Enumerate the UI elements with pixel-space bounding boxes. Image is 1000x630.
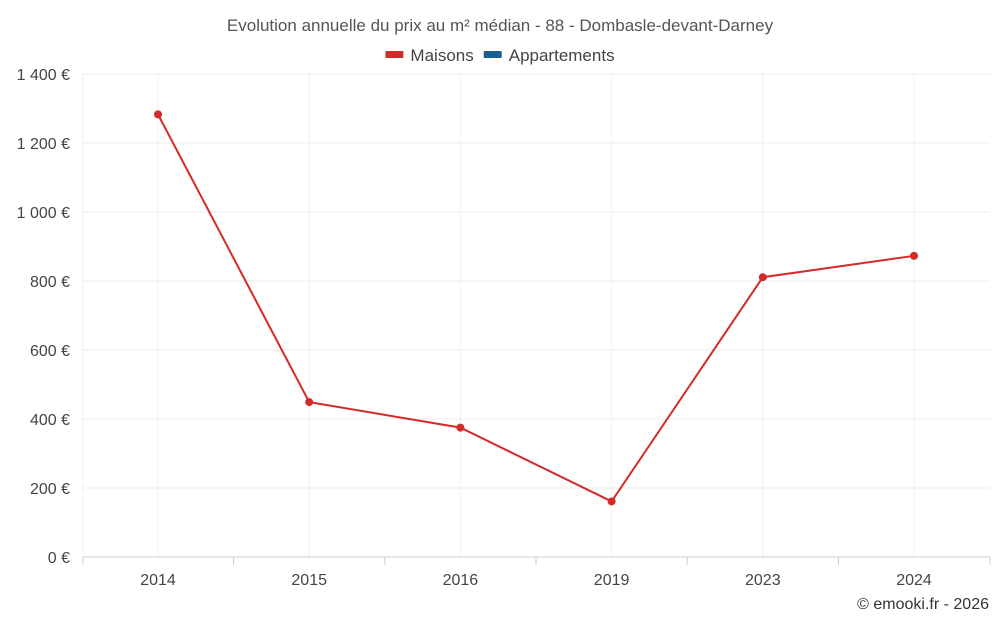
x-axis: 2014 2015 2016 2019 2023 2024 <box>82 556 991 589</box>
vertical-gridlines <box>82 74 915 557</box>
y-tick-label: 1 000 € <box>17 205 70 222</box>
y-tick-label: 200 € <box>30 481 70 498</box>
y-tick-label: 1 400 € <box>17 67 70 84</box>
series-group <box>154 110 918 506</box>
legend-label: Maisons <box>410 46 473 65</box>
legend-item-maisons[interactable]: Maisons <box>385 46 474 65</box>
data-point[interactable] <box>154 110 162 119</box>
legend-label: Appartements <box>509 46 615 65</box>
credit-text: © emooki.fr - 2026 <box>857 596 989 613</box>
data-point[interactable] <box>607 497 616 506</box>
chart-title: Evolution annuelle du prix au m² médian … <box>227 16 774 35</box>
horizontal-gridlines <box>83 73 990 489</box>
x-tick-label: 2016 <box>443 572 479 589</box>
y-tick-label: 1 200 € <box>17 136 70 153</box>
data-point[interactable] <box>758 273 767 282</box>
x-tick-label: 2015 <box>291 572 327 589</box>
legend-item-appartements[interactable]: Appartements <box>483 46 615 65</box>
legend-swatch <box>385 51 404 58</box>
legend[interactable]: Maisons Appartements <box>385 46 615 65</box>
y-tick-label: 400 € <box>30 412 70 429</box>
x-tick-label: 2014 <box>140 572 176 589</box>
data-point[interactable] <box>456 423 465 432</box>
y-tick-label: 0 € <box>48 550 70 567</box>
y-tick-label: 800 € <box>30 274 70 291</box>
y-axis: 0 € 200 € 400 € 600 € 800 € 1 000 € 1 200 € 1 4… <box>17 67 70 567</box>
legend-swatch <box>483 51 502 58</box>
data-point[interactable] <box>910 251 918 260</box>
series-line-maisons <box>157 113 915 503</box>
data-point[interactable] <box>305 398 314 407</box>
x-tick-label: 2023 <box>745 572 781 589</box>
x-tick-label: 2024 <box>896 572 932 589</box>
y-tick-label: 600 € <box>30 343 70 360</box>
x-tick-label: 2019 <box>594 572 630 589</box>
